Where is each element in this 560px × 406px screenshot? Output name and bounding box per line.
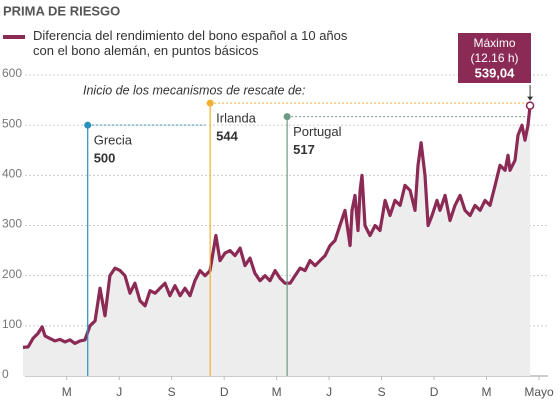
event-dot bbox=[206, 99, 214, 107]
area bbox=[23, 105, 531, 376]
event-dot bbox=[283, 113, 291, 121]
x-tick-label: S bbox=[378, 385, 386, 399]
y-tick-label: 200 bbox=[2, 267, 22, 281]
x-tick-label: S bbox=[168, 385, 176, 399]
x-tick-label: J bbox=[326, 385, 332, 399]
y-tick-label: 400 bbox=[2, 167, 22, 181]
event-value: 544 bbox=[216, 129, 238, 144]
max-arrowhead bbox=[527, 96, 534, 101]
max-box bbox=[458, 33, 531, 83]
chart-title: PRIMA DE RIESGO bbox=[3, 3, 120, 18]
event-dot bbox=[84, 121, 92, 129]
x-tick-label: J bbox=[116, 385, 122, 399]
legend-label: Diferencia del rendimiento del bono espa… bbox=[33, 28, 348, 58]
event-name: Grecia bbox=[94, 133, 133, 148]
max-value: 539,04 bbox=[475, 65, 516, 80]
max-label: Máximo bbox=[473, 36, 515, 50]
event-value: 517 bbox=[293, 142, 315, 157]
x-tick-label: M bbox=[482, 385, 492, 399]
y-tick-label: 300 bbox=[2, 217, 22, 231]
annotation: Inicio de los mecanismos de rescate de: bbox=[83, 83, 305, 97]
x-tick-label: M bbox=[62, 385, 72, 399]
max-time: (12.16 h) bbox=[470, 51, 518, 65]
y-tick-label: 0 bbox=[2, 367, 9, 381]
event-value: 500 bbox=[94, 151, 116, 166]
x-tick-label: D bbox=[430, 385, 439, 399]
x-tick-label: D bbox=[220, 385, 229, 399]
y-tick-label: 100 bbox=[2, 317, 22, 331]
max-point bbox=[525, 101, 535, 110]
line bbox=[22, 105, 532, 349]
event-name: Portugal bbox=[293, 124, 342, 139]
x-tick-label: Mayo bbox=[524, 385, 554, 399]
y-tick-label: 600 bbox=[2, 66, 22, 80]
x-tick-label: M bbox=[272, 385, 282, 399]
event-name: Irlanda bbox=[216, 111, 257, 126]
y-tick-label: 500 bbox=[2, 116, 22, 130]
